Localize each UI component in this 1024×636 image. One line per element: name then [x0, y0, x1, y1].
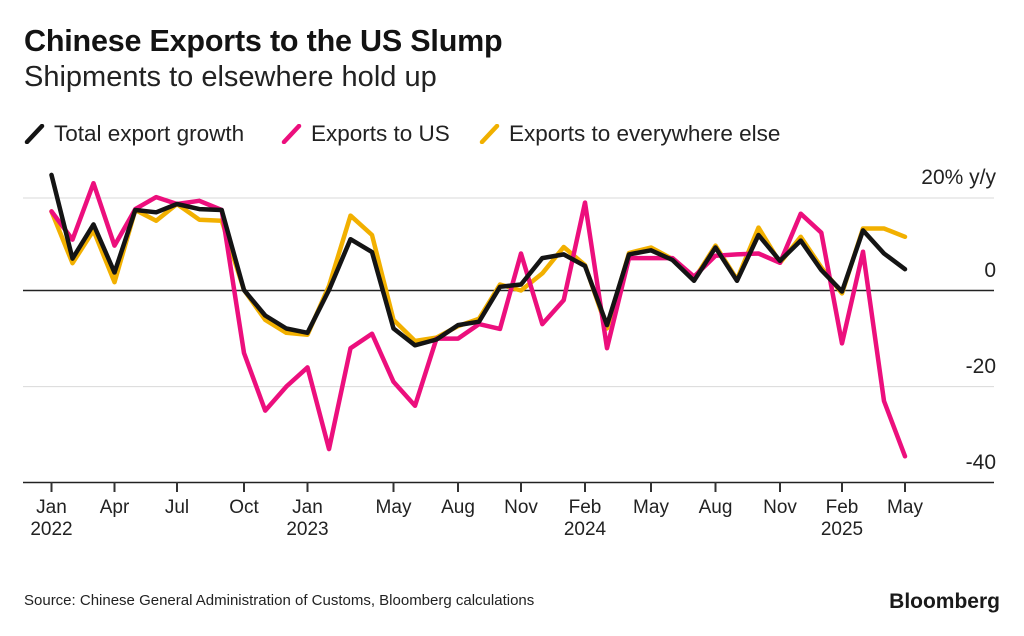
svg-text:-40: -40	[966, 451, 996, 474]
svg-text:May: May	[376, 497, 412, 518]
svg-text:Feb: Feb	[569, 497, 602, 518]
svg-text:Jul: Jul	[165, 497, 189, 518]
svg-text:Aug: Aug	[441, 497, 475, 518]
svg-text:Feb: Feb	[826, 497, 859, 518]
svg-text:-20: -20	[966, 355, 996, 378]
svg-text:May: May	[633, 497, 669, 518]
svg-text:2023: 2023	[286, 519, 328, 540]
svg-text:Oct: Oct	[229, 497, 259, 518]
svg-text:20% y/y: 20% y/y	[921, 166, 996, 189]
svg-text:May: May	[887, 497, 923, 518]
svg-text:Nov: Nov	[504, 497, 538, 518]
svg-text:2025: 2025	[821, 519, 863, 540]
svg-text:2022: 2022	[30, 519, 72, 540]
svg-text:Apr: Apr	[100, 497, 130, 518]
svg-text:Nov: Nov	[763, 497, 797, 518]
svg-text:Jan: Jan	[36, 497, 67, 518]
svg-text:2024: 2024	[564, 519, 607, 540]
svg-text:Jan: Jan	[292, 497, 323, 518]
svg-text:0: 0	[984, 259, 996, 282]
svg-text:Aug: Aug	[699, 497, 733, 518]
